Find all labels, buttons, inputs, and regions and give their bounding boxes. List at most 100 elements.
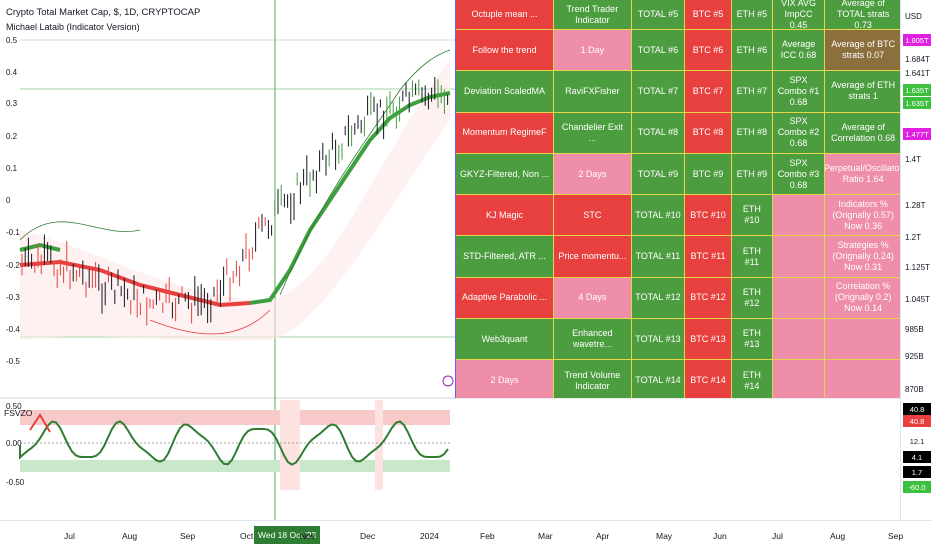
table-cell: TOTAL #14 bbox=[631, 360, 686, 398]
upper-channel bbox=[279, 49, 451, 296]
table-cell bbox=[772, 195, 826, 237]
table-cell: VIX AVG ImpCC 0.45 bbox=[772, 0, 826, 30]
price-axis[interactable]: USD 1.805T 1.684T 1.641T 1.635T 1.635T 1.477T… bbox=[900, 0, 932, 520]
left-scale-label: 0 bbox=[6, 196, 11, 205]
indicator-value-tag: 40.8 bbox=[903, 403, 931, 415]
time-axis[interactable]: Wed 18 Oct '23 Jul Aug Sep Oct Nov Dec 2024 Feb… bbox=[0, 520, 932, 551]
price-chart[interactable]: 0.5 0.4 0.3 0.2 0.1 0 -0.1 -0.2 -0.3 -0.4 -0.5 0.50… bbox=[0, 0, 900, 520]
table-cell: ETH #10 bbox=[731, 195, 773, 237]
table-cell: BTC #12 bbox=[685, 277, 732, 320]
table-cell: Average of BTC strats 0.07 bbox=[825, 30, 902, 72]
table-row: Web3quant Enhanced wavetre... TOTAL #13 BTC… bbox=[456, 319, 902, 361]
table-cell: 4 Days bbox=[554, 277, 632, 320]
table-cell: RaviFXFisher bbox=[554, 71, 632, 113]
table-cell: SPX Combo #2 0.68 bbox=[772, 112, 826, 154]
table-cell: TOTAL #9 bbox=[631, 153, 686, 196]
table-cell: Follow the trend bbox=[456, 30, 555, 72]
table-cell: TOTAL #13 bbox=[631, 319, 686, 361]
table-cell: ETH #12 bbox=[731, 277, 773, 320]
time-label: Jun bbox=[713, 531, 727, 541]
price-label: 1.684T bbox=[905, 55, 930, 64]
table-cell: TOTAL #10 bbox=[631, 195, 686, 237]
price-label: 925B bbox=[905, 352, 924, 361]
table-cell: Indicators % (Orignally 0.57) Now 0.36 bbox=[825, 195, 902, 237]
table-cell bbox=[772, 360, 826, 398]
time-label: Feb bbox=[480, 531, 495, 541]
cursor-date-tag: Wed 18 Oct '23 bbox=[254, 526, 321, 544]
table-cell: STD-Filtered, ATR ... bbox=[456, 236, 555, 278]
lightning-icon bbox=[442, 375, 454, 387]
table-cell: BTC #8 bbox=[685, 112, 732, 154]
table-cell: Adaptive Parabolic ... bbox=[456, 277, 555, 320]
table-cell: BTC #13 bbox=[685, 319, 732, 361]
table-cell: STC bbox=[554, 195, 632, 237]
sub-scale-label: 0.00 bbox=[6, 439, 22, 448]
sub-scale-label: -0.50 bbox=[6, 478, 25, 487]
table-cell: Momentum RegimeF bbox=[456, 112, 555, 154]
time-label: Sep bbox=[180, 531, 196, 541]
table-cell: Web3quant bbox=[456, 319, 555, 361]
table-cell: Octuple mean ... bbox=[456, 0, 555, 30]
time-label: Nov bbox=[300, 531, 316, 541]
table-cell bbox=[825, 360, 902, 398]
lower-channel bbox=[149, 309, 271, 335]
table-cell: 2 Days bbox=[554, 153, 632, 196]
oscillator-peak bbox=[29, 413, 51, 433]
price-label: 870B bbox=[905, 385, 924, 394]
price-tag: 1.477T bbox=[903, 128, 931, 140]
table-cell bbox=[772, 319, 826, 361]
table-cell: TOTAL #11 bbox=[631, 236, 686, 278]
price-label: 1.28T bbox=[905, 201, 926, 210]
table-cell: GKYZ-Filtered, Non ... bbox=[456, 153, 555, 196]
price-tag: 1.805T bbox=[903, 34, 931, 46]
table-cell: BTC #10 bbox=[685, 195, 732, 237]
table-cell: Correlation % (Orignally 0.2) Now 0.14 bbox=[825, 277, 902, 320]
table-cell: Strategies % (Orignally 0.24) Now 0.31 bbox=[825, 236, 902, 278]
currency-label: USD bbox=[905, 12, 922, 21]
table-cell: Average of Correlation 0.68 bbox=[825, 112, 902, 154]
time-label: 2024 bbox=[420, 531, 439, 541]
table-cell bbox=[772, 277, 826, 320]
indicator-value-tag: 12.1 bbox=[903, 435, 931, 447]
upper-channel bbox=[19, 221, 141, 241]
table-cell: TOTAL #6 bbox=[631, 30, 686, 72]
oversold-zone bbox=[20, 460, 450, 472]
table-cell: 2 Days bbox=[456, 360, 555, 398]
volatility-band bbox=[20, 60, 450, 342]
left-scale-label: 0.4 bbox=[6, 68, 18, 77]
indicator-value-tag: -60.0 bbox=[903, 481, 931, 493]
table-row: STD-Filtered, ATR ... Price momentu... TOT… bbox=[456, 236, 902, 278]
table-cell: BTC #6 bbox=[685, 30, 732, 72]
left-scale-label: -0.5 bbox=[6, 357, 20, 366]
table-cell: ETH #5 bbox=[731, 0, 773, 30]
table-cell: Average ICC 0.68 bbox=[772, 30, 826, 72]
table-row: Adaptive Parabolic ... 4 Days TOTAL #12 BTC… bbox=[456, 277, 902, 320]
left-scale-label: -0.4 bbox=[6, 325, 20, 334]
price-label: 985B bbox=[905, 325, 924, 334]
chart-header: Crypto Total Market Cap, $, 1D, CRYPTOCA… bbox=[6, 6, 200, 34]
left-scale-label: 0.2 bbox=[6, 132, 18, 141]
strategy-table: Octuple mean ... Trend Trader Indicator TO… bbox=[455, 0, 902, 398]
table-cell: BTC #7 bbox=[685, 71, 732, 113]
indicator-value-tag: 4.1 bbox=[903, 451, 931, 463]
table-cell: ETH #7 bbox=[731, 71, 773, 113]
left-scale-label: -0.3 bbox=[6, 293, 20, 302]
chart-canvas[interactable]: 0.5 0.4 0.3 0.2 0.1 0 -0.1 -0.2 -0.3 -0.4 -0.5 0.50… bbox=[0, 0, 900, 520]
indicator-value-tag: 1.7 bbox=[903, 466, 931, 478]
table-cell: Trend Trader Indicator bbox=[554, 0, 632, 30]
sub-scale-label: 0.50 bbox=[6, 402, 22, 411]
time-label: Jul bbox=[64, 531, 75, 541]
left-scale-label: -0.1 bbox=[6, 228, 20, 237]
table-cell: BTC #5 bbox=[685, 0, 732, 30]
table-row: KJ Magic STC TOTAL #10 BTC #10 ETH #10 Indica… bbox=[456, 195, 902, 237]
price-label: 1.4T bbox=[905, 155, 922, 164]
table-cell: BTC #9 bbox=[685, 153, 732, 196]
table-cell: Enhanced wavetre... bbox=[554, 319, 632, 361]
sub-pane-title: FSVZO bbox=[4, 408, 33, 418]
overbought-zone bbox=[20, 410, 450, 425]
table-cell: TOTAL #8 bbox=[631, 112, 686, 154]
left-scale-label: 0.3 bbox=[6, 99, 18, 108]
price-tag: 1.635T bbox=[903, 97, 931, 109]
table-cell: BTC #11 bbox=[685, 236, 732, 278]
time-label: Jul bbox=[772, 531, 783, 541]
